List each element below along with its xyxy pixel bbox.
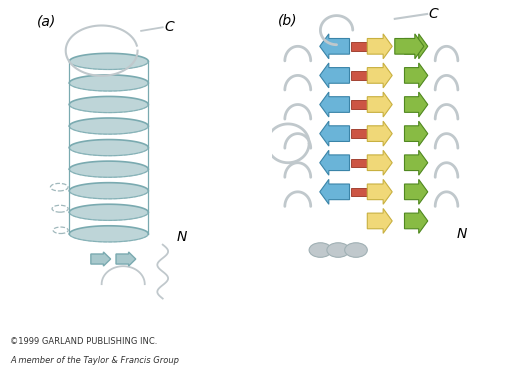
FancyArrow shape	[320, 121, 349, 146]
FancyArrow shape	[405, 63, 428, 88]
Bar	[351, 188, 367, 196]
FancyArrow shape	[367, 92, 392, 117]
Bar	[351, 129, 367, 138]
Text: (b): (b)	[278, 14, 298, 28]
Ellipse shape	[69, 118, 148, 134]
Bar	[351, 100, 367, 109]
FancyArrow shape	[367, 63, 392, 88]
Ellipse shape	[69, 183, 148, 199]
FancyArrow shape	[367, 34, 392, 59]
FancyArrow shape	[405, 92, 428, 117]
FancyArrow shape	[405, 208, 428, 233]
Text: N: N	[456, 227, 466, 241]
Ellipse shape	[69, 53, 148, 70]
FancyArrow shape	[320, 179, 349, 204]
FancyArrow shape	[320, 34, 349, 59]
FancyArrow shape	[405, 121, 428, 146]
Ellipse shape	[69, 97, 148, 113]
FancyArrow shape	[405, 179, 428, 204]
Bar	[351, 42, 367, 50]
Ellipse shape	[327, 243, 349, 257]
Text: N: N	[177, 230, 188, 244]
FancyArrow shape	[405, 150, 428, 175]
Text: C: C	[164, 20, 174, 34]
Ellipse shape	[345, 243, 367, 257]
FancyArrow shape	[367, 208, 392, 233]
FancyArrow shape	[320, 92, 349, 117]
FancyArrow shape	[320, 63, 349, 88]
FancyArrow shape	[405, 34, 428, 59]
Text: ©1999 GARLAND PUBLISHING INC.: ©1999 GARLAND PUBLISHING INC.	[10, 337, 158, 346]
Bar	[351, 71, 367, 80]
Text: C: C	[428, 7, 438, 21]
Ellipse shape	[309, 243, 332, 257]
FancyArrow shape	[395, 34, 424, 59]
Ellipse shape	[69, 139, 148, 156]
FancyArrow shape	[367, 150, 392, 175]
Ellipse shape	[69, 75, 148, 91]
FancyArrow shape	[367, 179, 392, 204]
FancyArrow shape	[367, 121, 392, 146]
Bar	[351, 159, 367, 167]
Text: (a): (a)	[37, 15, 56, 29]
FancyArrow shape	[91, 252, 111, 266]
Text: A member of the Taylor & Francis Group: A member of the Taylor & Francis Group	[10, 356, 179, 365]
Ellipse shape	[69, 161, 148, 177]
Ellipse shape	[69, 226, 148, 242]
Ellipse shape	[69, 204, 148, 220]
FancyArrow shape	[116, 252, 136, 266]
FancyArrow shape	[320, 150, 349, 175]
